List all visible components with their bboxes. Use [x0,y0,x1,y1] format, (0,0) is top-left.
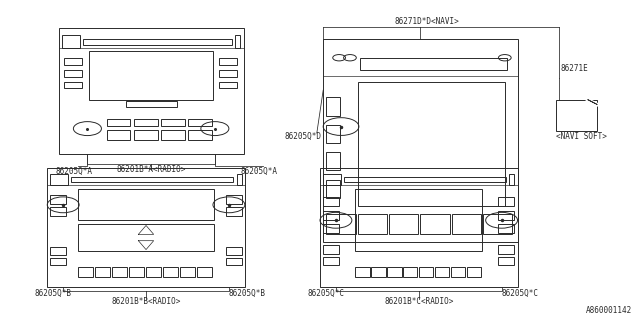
Bar [355,267,370,277]
Bar [64,82,82,89]
Bar [62,35,80,48]
Bar [371,267,386,277]
Text: 86205Q*A: 86205Q*A [241,167,277,176]
Bar [499,224,515,233]
Bar [326,97,340,116]
Bar [47,168,245,287]
Bar [360,58,507,70]
Bar [326,214,356,234]
Bar [355,189,483,251]
Bar [323,245,339,253]
Text: 86205Q*C: 86205Q*C [307,289,344,298]
Bar [483,214,513,234]
Text: 86205Q*B: 86205Q*B [35,289,72,298]
Bar [64,70,82,76]
Bar [323,224,339,233]
Bar [499,245,515,253]
Text: 86271E: 86271E [561,64,589,73]
Bar [220,58,237,65]
Bar [509,174,515,185]
Bar [51,247,67,255]
Bar [78,189,214,220]
Text: A860001142: A860001142 [586,307,632,316]
Bar [323,211,339,220]
Bar [237,174,242,185]
Bar [387,267,401,277]
Bar [146,267,161,277]
Text: <NAVI SOFT>: <NAVI SOFT> [556,132,607,141]
Text: 86205Q*A: 86205Q*A [56,167,93,176]
Bar [51,195,67,204]
Bar [323,197,339,206]
Text: 86205Q*C: 86205Q*C [502,289,539,298]
Bar [161,131,184,140]
Bar [90,51,213,100]
Bar [451,267,465,277]
Bar [326,152,340,171]
Bar [95,267,110,277]
Bar [323,257,339,266]
Bar [125,101,177,107]
Bar [112,267,127,277]
Bar [236,35,241,48]
Bar [51,258,67,266]
Bar [220,82,237,89]
Bar [78,224,214,251]
Text: 86205Q*D: 86205Q*D [285,132,322,141]
Text: 86201B*C<RADIO>: 86201B*C<RADIO> [384,297,454,306]
Bar [358,82,505,206]
Bar [163,267,178,277]
Text: 86201B*A<RADIO>: 86201B*A<RADIO> [116,165,186,174]
Bar [435,267,449,277]
Bar [220,70,237,76]
Bar [323,174,341,185]
Bar [226,207,242,215]
Bar [452,214,481,234]
Text: 86271D*D<NAVI>: 86271D*D<NAVI> [394,17,459,26]
Bar [188,119,212,126]
Bar [326,180,340,198]
Bar [389,214,419,234]
Bar [72,177,234,182]
Text: 86201B*B<RADIO>: 86201B*B<RADIO> [111,297,180,306]
Bar [326,125,340,143]
Bar [129,267,144,277]
Bar [51,207,67,215]
Bar [106,131,131,140]
Bar [499,257,515,266]
Bar [59,28,244,154]
Bar [226,258,242,266]
Bar [344,177,506,182]
Bar [197,267,212,277]
Bar [420,214,450,234]
Bar [134,119,157,126]
Bar [556,100,597,132]
Bar [419,267,433,277]
Bar [358,214,387,234]
Bar [106,119,131,126]
Bar [499,211,515,220]
Bar [323,39,518,243]
Bar [78,267,93,277]
Bar [51,174,68,185]
Bar [320,168,518,287]
Bar [226,247,242,255]
Bar [64,58,82,65]
Text: 86205Q*B: 86205Q*B [229,289,266,298]
Bar [161,119,184,126]
Bar [226,195,242,204]
Bar [467,267,481,277]
Bar [499,197,515,206]
Bar [188,131,212,140]
Bar [403,267,417,277]
Bar [134,131,157,140]
Bar [83,39,232,45]
Bar [180,267,195,277]
